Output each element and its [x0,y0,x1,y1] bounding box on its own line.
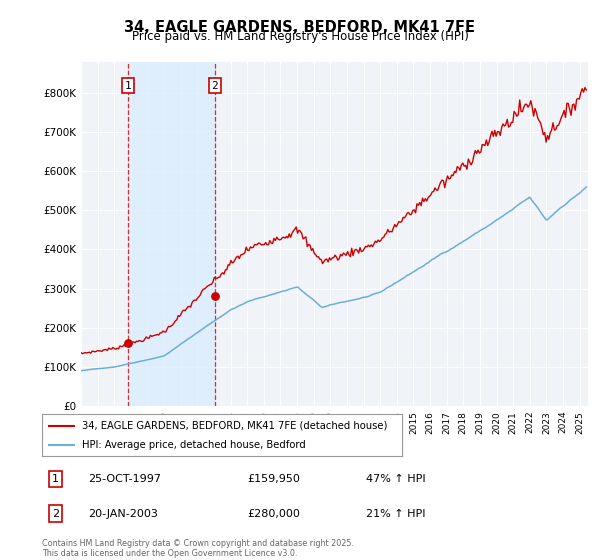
Text: 34, EAGLE GARDENS, BEDFORD, MK41 7FE (detached house): 34, EAGLE GARDENS, BEDFORD, MK41 7FE (de… [82,421,387,431]
Point [123,339,133,348]
Point [210,292,220,301]
Text: 1: 1 [125,81,131,91]
Text: 47% ↑ HPI: 47% ↑ HPI [366,474,425,484]
Text: £159,950: £159,950 [247,474,300,484]
Text: Contains HM Land Registry data © Crown copyright and database right 2025.
This d: Contains HM Land Registry data © Crown c… [42,539,354,558]
Text: HPI: Average price, detached house, Bedford: HPI: Average price, detached house, Bedf… [82,440,305,450]
Bar [128,62,215,406]
Text: 34, EAGLE GARDENS, BEDFORD, MK41 7FE: 34, EAGLE GARDENS, BEDFORD, MK41 7FE [125,20,476,35]
Text: Price paid vs. HM Land Registry's House Price Index (HPI): Price paid vs. HM Land Registry's House … [131,30,469,43]
Text: 25-OCT-1997: 25-OCT-1997 [88,474,161,484]
Text: 2: 2 [211,81,218,91]
Text: £280,000: £280,000 [247,508,300,519]
Text: 20-JAN-2003: 20-JAN-2003 [88,508,158,519]
Text: 21% ↑ HPI: 21% ↑ HPI [366,508,425,519]
Text: 2: 2 [52,508,59,519]
Text: 1: 1 [52,474,59,484]
